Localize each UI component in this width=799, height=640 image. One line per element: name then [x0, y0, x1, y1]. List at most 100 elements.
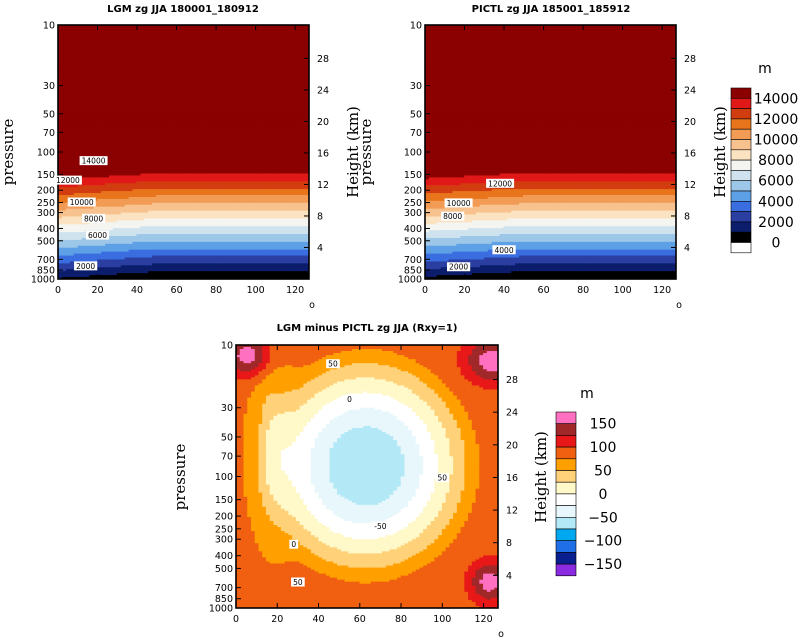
field-cell	[218, 36, 224, 40]
field-cell	[187, 42, 192, 46]
field-cell	[265, 71, 271, 75]
field-cell	[195, 83, 200, 87]
field-cell	[140, 46, 145, 50]
field-cell	[124, 79, 130, 83]
field-cell	[281, 126, 287, 130]
field-cell	[136, 173, 141, 177]
field-cell	[199, 79, 204, 83]
field-cell	[163, 120, 169, 124]
field-cell	[163, 42, 169, 46]
field-cell	[289, 83, 294, 87]
field-cell	[258, 42, 263, 46]
field-cell	[65, 136, 71, 139]
field-cell	[199, 91, 204, 94]
field-cell	[112, 46, 118, 50]
field-cell	[187, 44, 192, 48]
field-cell	[65, 114, 71, 118]
field-cell	[203, 148, 208, 151]
field-cell	[148, 122, 153, 126]
field-cell	[230, 124, 236, 128]
field-cell	[77, 36, 83, 40]
field-cell	[77, 83, 83, 87]
field-cell	[242, 138, 247, 141]
field-cell	[210, 163, 216, 167]
field-cell	[238, 120, 243, 124]
field-cell	[218, 171, 224, 175]
field-cell	[152, 81, 157, 85]
field-cell	[171, 44, 177, 48]
field-cell	[195, 107, 200, 110]
field-cell	[210, 144, 216, 147]
field-cell	[124, 54, 130, 57]
field-cell	[140, 138, 145, 141]
field-cell	[258, 167, 263, 171]
field-cell	[293, 120, 298, 124]
field-cell	[89, 44, 94, 48]
field-cell	[65, 46, 71, 50]
field-cell	[199, 69, 204, 73]
field-cell	[148, 71, 153, 75]
field-cell	[187, 116, 192, 120]
field-cell	[218, 79, 224, 83]
field-cell	[171, 50, 177, 53]
field-cell	[254, 173, 259, 177]
field-cell	[277, 116, 283, 120]
field-cell	[301, 109, 306, 112]
field-cell	[261, 120, 267, 124]
field-cell	[101, 67, 106, 71]
field-cell	[85, 42, 90, 46]
field-cell	[261, 54, 267, 57]
field-cell	[65, 79, 71, 83]
field-cell	[61, 73, 67, 77]
field-cell	[301, 173, 306, 177]
field-cell	[156, 148, 161, 151]
field-cell	[132, 54, 138, 57]
field-cell	[101, 146, 106, 149]
field-cell	[273, 44, 279, 48]
field-cell	[187, 91, 192, 94]
field-cell	[61, 36, 67, 40]
field-cell	[273, 161, 279, 165]
field-cell	[69, 114, 75, 118]
field-cell	[128, 148, 134, 151]
field-cell	[269, 44, 275, 48]
field-cell	[156, 71, 161, 75]
field-cell	[97, 36, 102, 40]
field-cell	[226, 110, 232, 114]
field-cell	[191, 89, 196, 93]
field-cell	[179, 167, 185, 171]
field-cell	[116, 87, 122, 91]
field-cell	[222, 167, 228, 171]
field-cell	[69, 66, 75, 69]
field-cell	[293, 107, 298, 110]
field-cell	[246, 97, 251, 100]
field-cell	[301, 161, 306, 165]
field-cell	[242, 148, 247, 151]
field-cell	[81, 83, 87, 87]
field-cell	[163, 128, 169, 132]
field-cell	[128, 159, 134, 163]
field-cell	[108, 97, 114, 100]
field-cell	[305, 134, 309, 137]
field-cell	[159, 64, 165, 67]
field-cell	[175, 152, 181, 155]
field-cell	[73, 97, 79, 100]
field-cell	[148, 54, 153, 57]
field-cell	[85, 38, 90, 42]
field-cell	[61, 152, 67, 155]
field-cell	[77, 114, 83, 118]
field-cell	[250, 71, 255, 75]
field-cell	[120, 157, 126, 161]
field-cell	[65, 144, 71, 147]
field-cell	[163, 32, 169, 36]
field-cell	[258, 54, 263, 57]
field-cell	[203, 107, 208, 110]
field-cell	[171, 146, 177, 149]
field-cell	[148, 107, 153, 110]
field-cell	[140, 173, 145, 177]
field-cell	[258, 112, 263, 116]
field-cell	[250, 144, 255, 147]
field-cell	[179, 112, 185, 116]
field-cell	[136, 46, 141, 50]
field-cell	[261, 109, 267, 112]
